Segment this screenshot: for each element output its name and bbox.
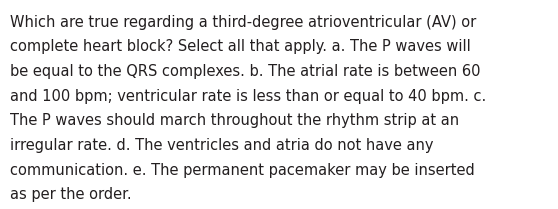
Text: The P waves should march throughout the rhythm strip at an: The P waves should march throughout the … — [10, 113, 459, 128]
Text: complete heart block? Select all that apply. a. The P waves will: complete heart block? Select all that ap… — [10, 39, 471, 54]
Text: Which are true regarding a third-degree atrioventricular (AV) or: Which are true regarding a third-degree … — [10, 15, 477, 30]
Text: be equal to the QRS complexes. b. The atrial rate is between 60: be equal to the QRS complexes. b. The at… — [10, 64, 480, 79]
Text: as per the order.: as per the order. — [10, 187, 132, 202]
Text: irregular rate. d. The ventricles and atria do not have any: irregular rate. d. The ventricles and at… — [10, 138, 434, 153]
Text: and 100 bpm; ventricular rate is less than or equal to 40 bpm. c.: and 100 bpm; ventricular rate is less th… — [10, 89, 486, 104]
Text: communication. e. The permanent pacemaker may be inserted: communication. e. The permanent pacemake… — [10, 163, 475, 178]
